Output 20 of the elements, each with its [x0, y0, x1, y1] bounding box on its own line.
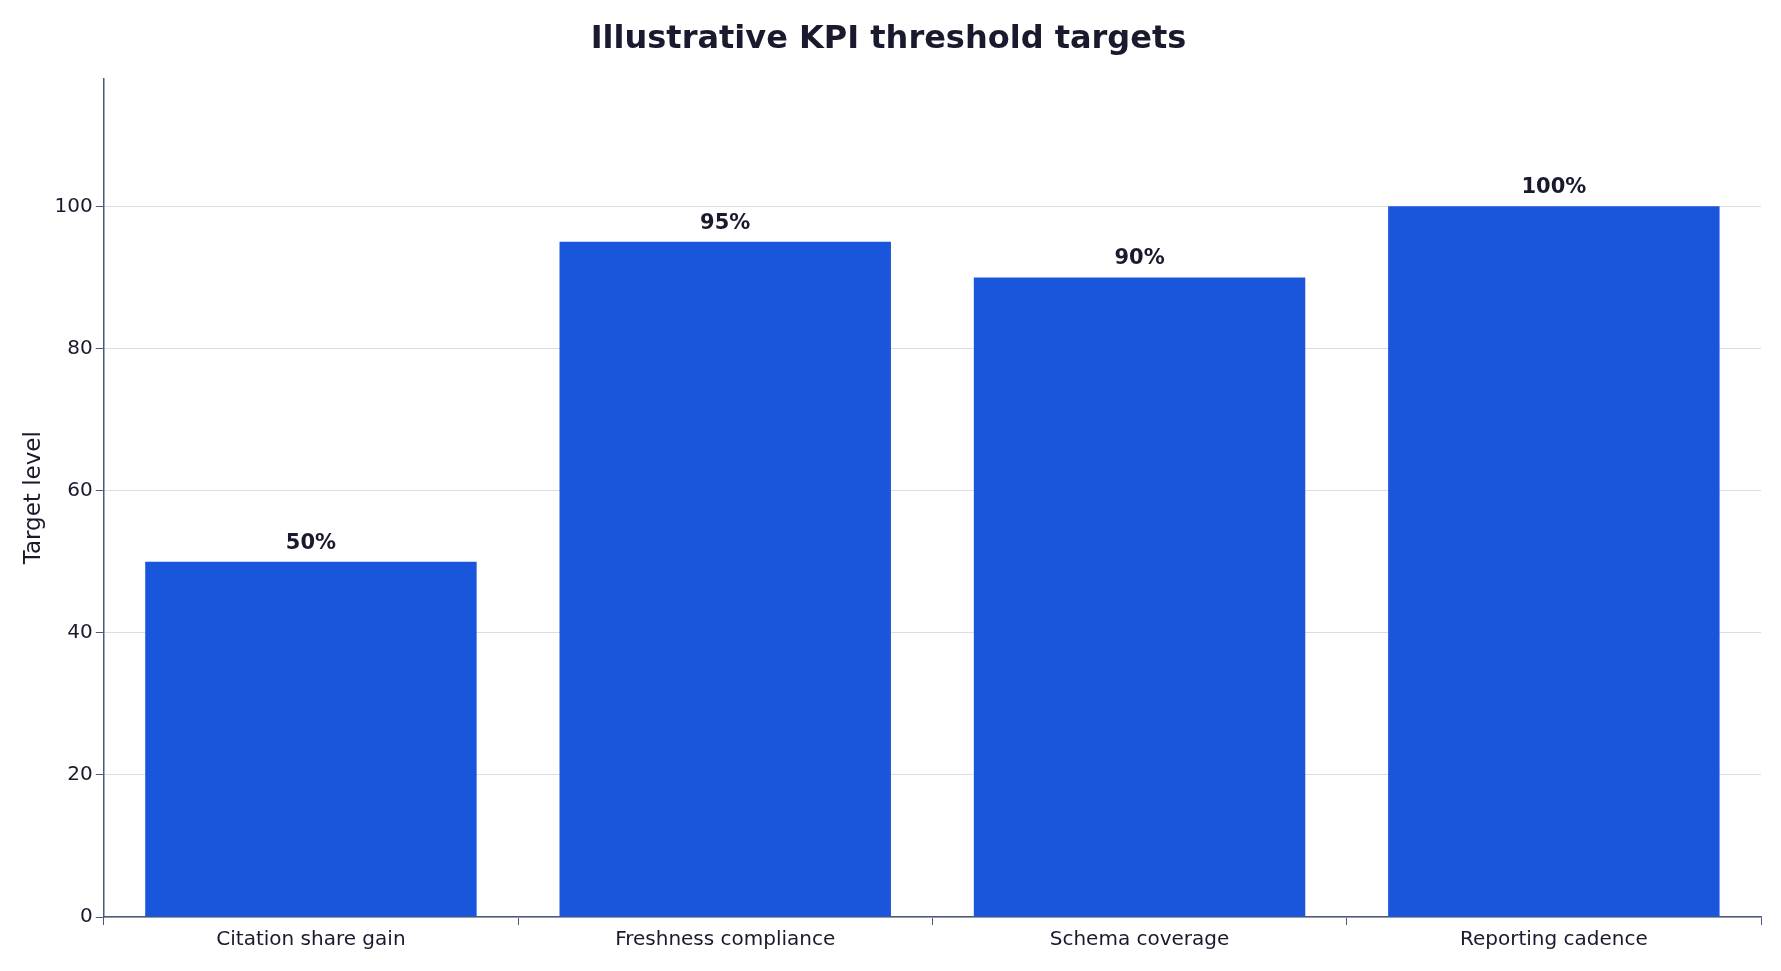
bar	[1388, 206, 1720, 917]
data-label: 100%	[1521, 174, 1587, 199]
y-tick-label: 80	[67, 334, 93, 359]
y-tick-label: 60	[67, 476, 93, 501]
x-tick-label: Citation share gain	[216, 926, 406, 951]
chart-title: Illustrative KPI threshold targets	[590, 17, 1187, 56]
y-tick-label: 100	[54, 192, 93, 217]
y-tick-label: 20	[67, 761, 93, 786]
data-label: 50%	[285, 529, 337, 554]
data-label: 90%	[1114, 245, 1165, 270]
y-axis-title: Target level	[18, 431, 45, 566]
y-tick-label: 0	[80, 903, 93, 928]
bar	[559, 241, 891, 917]
x-tick-label: Schema coverage	[1049, 926, 1230, 951]
x-tick-label: Reporting cadence	[1459, 926, 1648, 951]
bar	[145, 561, 477, 917]
bar	[973, 277, 1306, 917]
data-label: 95%	[700, 209, 751, 234]
y-tick-label: 40	[67, 618, 93, 643]
x-tick-label: Freshness compliance	[615, 926, 836, 951]
